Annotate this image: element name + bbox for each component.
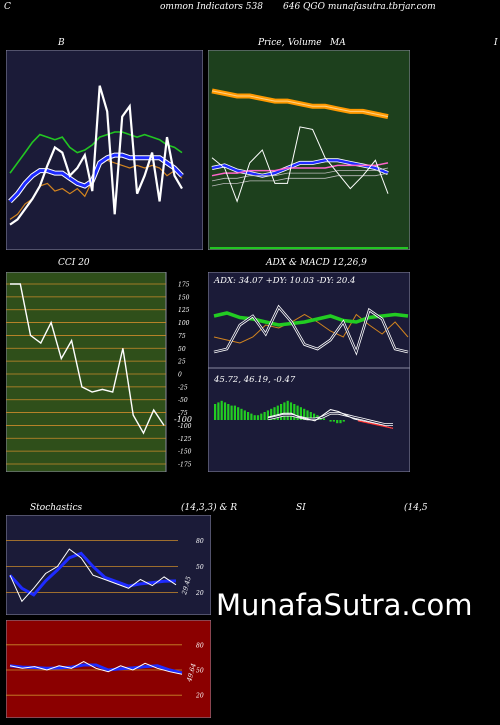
cci-tick-label: -50 (178, 397, 188, 404)
macd-histogram-bar (280, 404, 283, 420)
price-ma-mid-2 (211, 167, 389, 182)
macd-histogram-bar (253, 415, 256, 420)
macd-histogram-bar (336, 420, 339, 424)
price-volume-ma-chart (208, 50, 410, 250)
macd-histogram-bar (273, 407, 276, 420)
title-rsi: SI (296, 503, 306, 513)
title-volume: Volume (288, 38, 322, 48)
cci-tick-label: -25 (178, 384, 188, 391)
macd-histogram-bar (313, 413, 316, 420)
rsi-line (9, 661, 183, 675)
cci-tick-label: 150 (178, 294, 190, 301)
macd-histogram-bar (293, 404, 296, 420)
rsi-tick-label: 50 (196, 668, 204, 675)
macd-histogram-bar (250, 413, 253, 420)
price-ma-mid (211, 162, 389, 177)
cci-tick-label: -175 (178, 462, 192, 469)
macd-histogram-bar (296, 405, 299, 420)
bollinger-chart (6, 50, 203, 250)
macd-histogram-bar (260, 413, 263, 420)
macd-histogram-bar (230, 405, 233, 420)
macd-histogram-bar (299, 407, 302, 420)
macd-histogram-bar (233, 405, 236, 420)
macd-histogram-bar (342, 420, 345, 422)
cci-tick-label: -125 (178, 436, 192, 443)
cci-tick-label: 175 (178, 282, 190, 289)
macd-histogram-bar (303, 408, 306, 420)
macd-histogram-bar (339, 420, 342, 424)
title-ma: MA (330, 38, 346, 48)
stoch-tick-label: 50 (196, 564, 204, 571)
title-stoch: Stochastics (30, 503, 83, 513)
title-cci: CCI 20 (58, 258, 90, 268)
macd-signal (267, 412, 393, 425)
macd-histogram-bar (283, 402, 286, 420)
title-adx-macd: ADX & MACD 12,26,9 (266, 258, 367, 268)
plus-dy-line (213, 306, 409, 354)
bb-price (9, 85, 183, 226)
macd-histogram-bar (263, 412, 266, 420)
title-stoch-params: (14,3,3) & R (181, 503, 238, 513)
macd-histogram-bar (240, 408, 243, 420)
title-b: B (58, 38, 65, 48)
cci-tick-label: 100 (178, 320, 190, 327)
watermark: MunafaSutra.com (216, 588, 473, 622)
macd-histogram-bar (332, 420, 335, 422)
macd-histogram-bar (266, 410, 269, 420)
cci-tick-label: -100 (178, 423, 192, 430)
header-site: 646 QGO munafasutra.tbrjar.com (283, 2, 436, 12)
header-c: C (4, 2, 11, 12)
adx-readout: ADX: 34.07 +DY: 10.03 -DY: 20.4 (213, 276, 355, 286)
title-edge: I (494, 38, 498, 48)
macd-histogram-bar (223, 402, 227, 420)
adx-macd-chart: ADX: 34.07 +DY: 10.03 -DY: 20.4 45.72, 4… (208, 272, 410, 472)
macd-histogram-bar (306, 410, 309, 420)
minus-dy-line (213, 313, 409, 344)
macd-histogram-bar (214, 404, 217, 420)
cci-tick-label: 25 (177, 359, 186, 366)
adx-line (213, 311, 409, 327)
cci-tick-label: 75 (178, 333, 186, 340)
rsi-tick-label: 80 (196, 642, 204, 649)
price-ma-short (211, 159, 389, 177)
macd-histogram-bar (247, 412, 250, 420)
macd-histogram-bar (237, 407, 240, 420)
price-ma-mid-3 (211, 172, 389, 187)
stoch-tick-label: 80 (196, 538, 204, 545)
macd-red (357, 420, 394, 429)
macd-histogram-bar (217, 402, 220, 420)
macd-histogram-bar (256, 415, 260, 420)
macd-histogram-bar (309, 412, 312, 420)
macd-histogram-bar (276, 405, 279, 420)
title-rsi-params: (14,5 (404, 503, 428, 513)
macd-histogram-bar (220, 400, 223, 420)
cci-tick-label: 125 (178, 307, 190, 314)
price-line (211, 126, 389, 203)
macd-histogram-bar (286, 400, 289, 420)
macd-readout: 45.72, 46.19, -0.47 (213, 375, 296, 385)
cci-tick-label: -75 (178, 410, 188, 417)
cci-line (10, 283, 165, 435)
cci-tick-label: -150 (178, 449, 192, 456)
stoch-tick-label: 20 (195, 590, 204, 597)
cci-tick-label: 0 (178, 372, 182, 379)
macd-histogram-bar (227, 404, 230, 420)
cci-annotation: -100 (174, 415, 192, 424)
cci-tick-label: 50 (178, 346, 186, 353)
macd-histogram-bar (270, 408, 273, 420)
price-ma-long-edge (211, 90, 389, 118)
rsi-tick-label: 20 (195, 693, 204, 700)
macd-histogram-bar (289, 402, 293, 420)
header-title: ommon Indicators 538 (160, 2, 263, 12)
macd-histogram-bar (329, 420, 332, 422)
macd-histogram-bar (322, 418, 326, 420)
stoch-k-line (9, 548, 177, 603)
title-price: Price, (258, 38, 285, 48)
macd-histogram-bar (243, 410, 246, 420)
cci-chart: 1751501251007550250-25-50-75-100-125-150… (6, 272, 192, 472)
